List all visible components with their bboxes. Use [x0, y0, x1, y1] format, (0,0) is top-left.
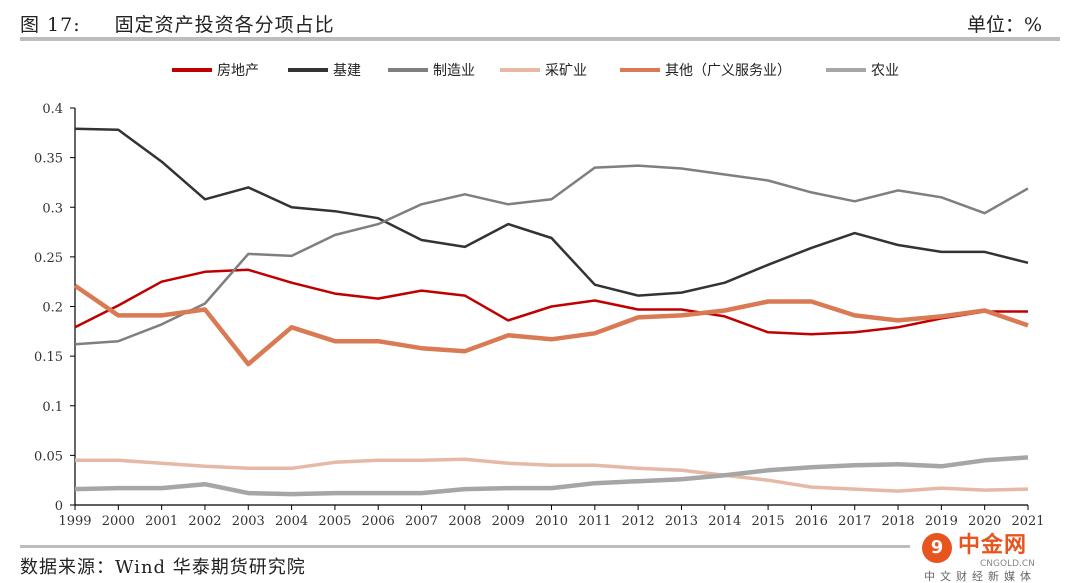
header-divider	[20, 37, 1060, 41]
y-tick-label: 0.1	[42, 400, 63, 415]
x-tick-label: 2006	[362, 514, 395, 529]
figure-number: 图 17:	[20, 14, 81, 36]
chart-title: 固定资产投资各分项占比	[114, 14, 335, 36]
legend-label: 基建	[333, 62, 361, 79]
x-tick-label: 2015	[752, 514, 785, 529]
x-tick-label: 2005	[318, 514, 351, 529]
x-tick-label: 2018	[881, 514, 914, 529]
x-tick-label: 2003	[232, 514, 265, 529]
x-tick-label: 2021	[1011, 514, 1044, 529]
x-tick-label: 2012	[622, 514, 655, 529]
x-tick-label: 2016	[795, 514, 828, 529]
x-tick-label: 2014	[708, 514, 741, 529]
unit-label: 单位：%	[966, 14, 1042, 36]
x-tick-label: 2019	[925, 514, 958, 529]
y-tick-label: 0.4	[42, 102, 63, 117]
source-note: 数据来源：Wind 华泰期货研究院	[20, 557, 306, 578]
x-tick-label: 2010	[535, 514, 568, 529]
x-tick-label: 2000	[102, 514, 135, 529]
legend-label: 制造业	[433, 63, 475, 79]
series-line-2	[74, 164, 1029, 346]
series-line-1	[74, 127, 1029, 297]
x-tick-label: 2020	[968, 514, 1001, 529]
x-tick-label: 1999	[58, 514, 91, 529]
watermark-slogan: 中文财经新媒体	[924, 570, 1036, 583]
y-tick-label: 0.25	[34, 251, 63, 266]
x-tick-label: 2008	[448, 514, 481, 529]
y-tick-label: 0.35	[34, 152, 63, 167]
legend-label: 房地产	[217, 63, 259, 79]
series-line-5	[74, 455, 1029, 497]
x-tick-label: 2009	[492, 514, 525, 529]
y-tick-label: 0.2	[42, 301, 63, 316]
series-line-4	[73, 283, 1029, 367]
watermark-name: 中金网	[958, 533, 1028, 558]
cngold-logo-icon: 9	[922, 533, 952, 563]
y-tick-label: 0.3	[42, 201, 63, 216]
legend-label: 采矿业	[545, 63, 587, 79]
figure-title: 图 17: 固定资产投资各分项占比	[20, 10, 335, 37]
x-tick-label: 2007	[405, 514, 438, 529]
x-tick-label: 2011	[578, 514, 611, 529]
y-tick-label: 0	[55, 499, 63, 514]
x-tick-label: 2002	[188, 514, 221, 529]
x-tick-label: 2001	[145, 514, 178, 529]
y-tick-label: 0.05	[34, 449, 63, 464]
legend-label: 其他（广义服务业）	[665, 63, 791, 79]
footer-divider	[20, 545, 910, 548]
series-line-3	[75, 457, 1029, 493]
watermark-logo: 9 中金网 CNGOLD.CN 中文财经新媒体	[920, 533, 1080, 583]
y-tick-label: 0.15	[34, 350, 63, 365]
watermark-site: CNGOLD.CN	[980, 559, 1035, 569]
x-tick-label: 2013	[665, 514, 698, 529]
legend-label: 农业	[871, 63, 899, 79]
x-tick-label: 2004	[275, 514, 308, 529]
x-tick-label: 2017	[838, 514, 871, 529]
